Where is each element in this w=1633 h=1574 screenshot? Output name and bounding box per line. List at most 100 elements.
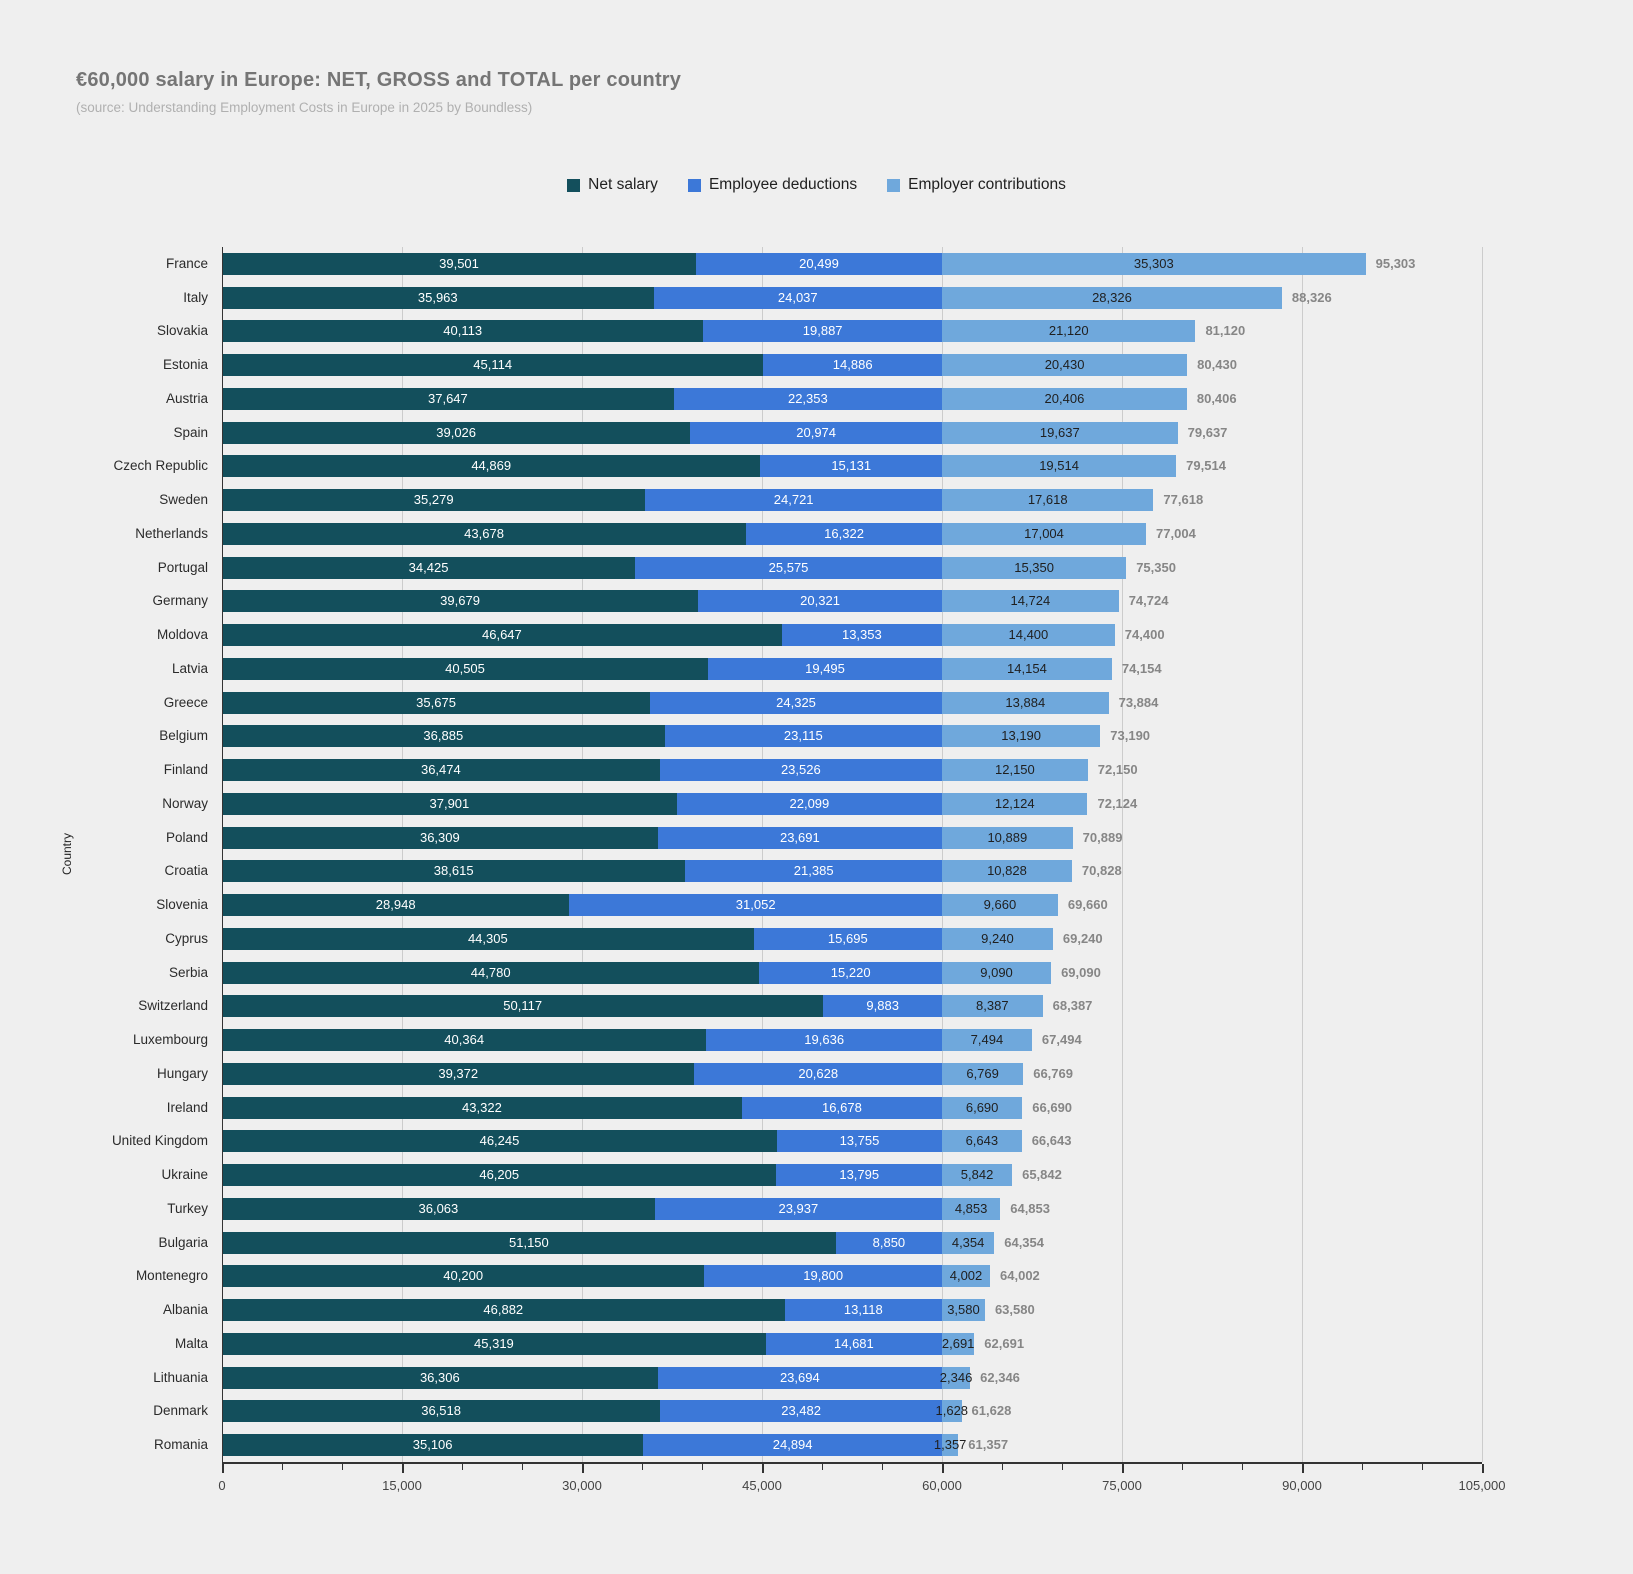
bar-segment-employer-contributions[interactable]: 13,190: [942, 725, 1101, 748]
bar-segment-employee-deductions[interactable]: 20,628: [694, 1062, 942, 1085]
bar-segment-employer-contributions[interactable]: 1,628: [935, 1400, 968, 1423]
bar-segment-net-salary[interactable]: 37,647: [222, 387, 674, 410]
bar-segment-net-salary[interactable]: 36,309: [222, 826, 658, 849]
bar-segment-employee-deductions[interactable]: 24,325: [650, 691, 942, 714]
bar-segment-employee-deductions[interactable]: 22,353: [673, 387, 942, 410]
bar-segment-employer-contributions[interactable]: 14,154: [942, 657, 1112, 680]
bar-segment-net-salary[interactable]: 35,963: [222, 286, 654, 309]
bar-segment-net-salary[interactable]: 40,113: [222, 320, 704, 343]
bar-segment-employer-contributions[interactable]: 1,357: [934, 1434, 966, 1457]
bar-segment-employee-deductions[interactable]: 8,850: [835, 1231, 942, 1254]
bar-segment-employer-contributions[interactable]: 14,724: [942, 590, 1119, 613]
bar-segment-employer-contributions[interactable]: 2,691: [942, 1332, 974, 1355]
bar-segment-net-salary[interactable]: 46,882: [222, 1299, 785, 1322]
bar-segment-employee-deductions[interactable]: 15,131: [760, 455, 942, 478]
bar-segment-net-salary[interactable]: 44,780: [222, 961, 760, 984]
bar-segment-employee-deductions[interactable]: 24,721: [645, 489, 942, 512]
bar-segment-net-salary[interactable]: 39,372: [222, 1062, 695, 1085]
bar-segment-net-salary[interactable]: 36,063: [222, 1197, 655, 1220]
bar-segment-net-salary[interactable]: 39,679: [222, 590, 699, 613]
bar-segment-employee-deductions[interactable]: 22,099: [676, 792, 942, 815]
bar-segment-employer-contributions[interactable]: 6,690: [942, 1096, 1023, 1119]
bar-segment-employer-contributions[interactable]: 21,120: [942, 320, 1196, 343]
bar-segment-employee-deductions[interactable]: 9,883: [823, 995, 942, 1018]
bar-segment-net-salary[interactable]: 44,305: [222, 927, 754, 950]
bar-segment-net-salary[interactable]: 40,200: [222, 1265, 705, 1288]
bar-segment-employee-deductions[interactable]: 13,353: [781, 624, 942, 647]
bar-segment-employer-contributions[interactable]: 10,889: [942, 826, 1073, 849]
bar-segment-employer-contributions[interactable]: 9,660: [942, 894, 1058, 917]
bar-segment-employer-contributions[interactable]: 17,004: [942, 522, 1147, 545]
bar-segment-employee-deductions[interactable]: 13,755: [776, 1130, 942, 1153]
bar-segment-net-salary[interactable]: 28,948: [222, 894, 570, 917]
bar-segment-employer-contributions[interactable]: 6,769: [942, 1062, 1024, 1085]
bar-segment-employer-contributions[interactable]: 9,240: [942, 927, 1053, 950]
bar-segment-employer-contributions[interactable]: 35,303: [942, 252, 1366, 275]
bar-segment-employer-contributions[interactable]: 12,124: [942, 792, 1088, 815]
bar-segment-net-salary[interactable]: 44,869: [222, 455, 761, 478]
bar-segment-net-salary[interactable]: 51,150: [222, 1231, 836, 1254]
bar-segment-net-salary[interactable]: 36,885: [222, 725, 665, 748]
bar-segment-employee-deductions[interactable]: 23,526: [659, 759, 942, 782]
bar-segment-net-salary[interactable]: 34,425: [222, 556, 636, 579]
bar-segment-employee-deductions[interactable]: 25,575: [635, 556, 942, 579]
bar-segment-net-salary[interactable]: 35,279: [222, 489, 646, 512]
bar-segment-employer-contributions[interactable]: 3,580: [942, 1299, 985, 1322]
bar-segment-employee-deductions[interactable]: 31,052: [569, 894, 942, 917]
bar-segment-net-salary[interactable]: 46,647: [222, 624, 782, 647]
bar-segment-net-salary[interactable]: 39,026: [222, 421, 691, 444]
bar-segment-net-salary[interactable]: 36,474: [222, 759, 660, 782]
bar-segment-employee-deductions[interactable]: 14,681: [765, 1332, 942, 1355]
bar-segment-net-salary[interactable]: 43,678: [222, 522, 747, 545]
bar-segment-employee-deductions[interactable]: 24,037: [653, 286, 942, 309]
bar-segment-employee-deductions[interactable]: 19,636: [706, 1029, 942, 1052]
bar-segment-net-salary[interactable]: 36,518: [222, 1400, 661, 1423]
bar-segment-net-salary[interactable]: 36,306: [222, 1366, 658, 1389]
bar-segment-net-salary[interactable]: 35,106: [222, 1434, 644, 1457]
bar-segment-employer-contributions[interactable]: 28,326: [942, 286, 1282, 309]
bar-segment-net-salary[interactable]: 38,615: [222, 860, 686, 883]
bar-segment-employee-deductions[interactable]: 19,495: [708, 657, 942, 680]
bar-segment-employee-deductions[interactable]: 19,887: [703, 320, 942, 343]
bar-segment-employer-contributions[interactable]: 4,853: [942, 1197, 1001, 1220]
bar-segment-employer-contributions[interactable]: 8,387: [942, 995, 1043, 1018]
bar-segment-employee-deductions[interactable]: 20,974: [690, 421, 942, 444]
bar-segment-employee-deductions[interactable]: 23,115: [664, 725, 942, 748]
bar-segment-employer-contributions[interactable]: 2,346: [940, 1366, 972, 1389]
bar-segment-employee-deductions[interactable]: 23,694: [657, 1366, 942, 1389]
bar-segment-employee-deductions[interactable]: 23,937: [654, 1197, 942, 1220]
bar-segment-employer-contributions[interactable]: 9,090: [942, 961, 1052, 984]
bar-segment-employer-contributions[interactable]: 20,430: [942, 354, 1188, 377]
bar-segment-employee-deductions[interactable]: 13,118: [784, 1299, 942, 1322]
bar-segment-net-salary[interactable]: 45,114: [222, 354, 764, 377]
bar-segment-employer-contributions[interactable]: 15,350: [942, 556, 1127, 579]
bar-segment-net-salary[interactable]: 45,319: [222, 1332, 766, 1355]
bar-segment-employee-deductions[interactable]: 19,800: [704, 1265, 942, 1288]
bar-segment-employer-contributions[interactable]: 5,842: [942, 1164, 1013, 1187]
bar-segment-employer-contributions[interactable]: 19,637: [942, 421, 1178, 444]
bar-segment-net-salary[interactable]: 46,245: [222, 1130, 777, 1153]
bar-segment-employer-contributions[interactable]: 17,618: [942, 489, 1154, 512]
bar-segment-employer-contributions[interactable]: 20,406: [942, 387, 1187, 410]
bar-segment-employee-deductions[interactable]: 15,695: [753, 927, 942, 950]
bar-segment-net-salary[interactable]: 37,901: [222, 792, 677, 815]
bar-segment-employer-contributions[interactable]: 4,002: [942, 1265, 991, 1288]
bar-segment-employee-deductions[interactable]: 20,499: [696, 252, 942, 275]
bar-segment-employee-deductions[interactable]: 23,482: [660, 1400, 942, 1423]
bar-segment-employer-contributions[interactable]: 19,514: [942, 455, 1177, 478]
bar-segment-net-salary[interactable]: 40,364: [222, 1029, 707, 1052]
bar-segment-net-salary[interactable]: 50,117: [222, 995, 824, 1018]
bar-segment-employee-deductions[interactable]: 16,322: [746, 522, 942, 545]
bar-segment-employer-contributions[interactable]: 7,494: [942, 1029, 1032, 1052]
bar-segment-employer-contributions[interactable]: 4,354: [942, 1231, 995, 1254]
bar-segment-employee-deductions[interactable]: 23,691: [657, 826, 942, 849]
bar-segment-employer-contributions[interactable]: 13,884: [942, 691, 1109, 714]
bar-segment-employer-contributions[interactable]: 14,400: [942, 624, 1115, 647]
bar-segment-net-salary[interactable]: 39,501: [222, 252, 696, 275]
bar-segment-net-salary[interactable]: 43,322: [222, 1096, 742, 1119]
bar-segment-net-salary[interactable]: 46,205: [222, 1164, 777, 1187]
bar-segment-employee-deductions[interactable]: 15,220: [759, 961, 942, 984]
bar-segment-net-salary[interactable]: 40,505: [222, 657, 709, 680]
bar-segment-employee-deductions[interactable]: 14,886: [763, 354, 942, 377]
bar-segment-net-salary[interactable]: 35,675: [222, 691, 651, 714]
